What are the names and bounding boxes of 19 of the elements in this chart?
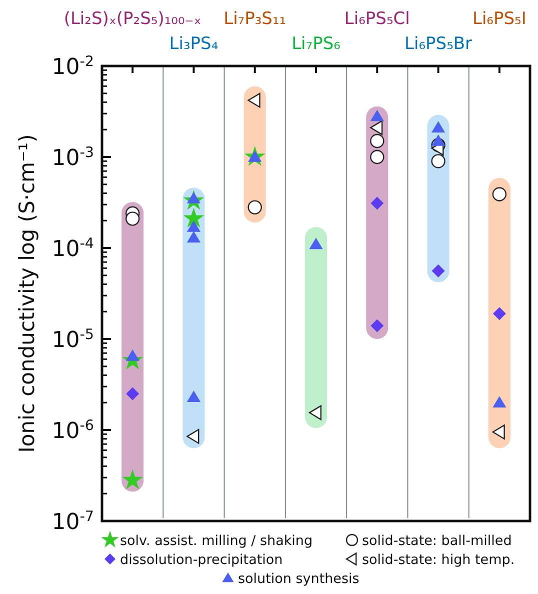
legend-label: solid-state: high temp. <box>362 552 515 568</box>
x-tick-label: Li₆PS₅Br <box>404 34 472 54</box>
y-tick-label: 10$^{-6}$ <box>52 418 94 444</box>
x-tick-label: Li₇PS₆ <box>292 34 341 54</box>
y-tick-label: 10$^{-5}$ <box>52 327 94 353</box>
legend-label: solv. assist. milling / shaking <box>120 533 313 549</box>
x-tick-label: Li₇P₃S₁₁ <box>224 9 286 29</box>
x-tick-label: Li₆PS₅I <box>472 9 526 29</box>
legend-label: dissolution-precipitation <box>120 552 283 568</box>
x-tick-label: Li₆PS₅Cl <box>344 9 410 29</box>
y-tick-label: 10$^{-7}$ <box>52 509 94 535</box>
legend-label: solid-state: ball-milled <box>362 533 512 549</box>
y-tick-label: 10$^{-2}$ <box>52 54 94 80</box>
legend-label: solution synthesis <box>238 571 360 587</box>
x-tick-label: (Li₂S)ₓ(P₂S₅)₁₀₀₋ₓ <box>64 9 202 29</box>
y-axis-title: Ionic conductivity log (S·cm⁻¹) <box>15 134 39 453</box>
x-tick-label: Li₃PS₄ <box>169 34 218 54</box>
y-tick-label: 10$^{-3}$ <box>52 145 94 171</box>
y-tick-label: 10$^{-4}$ <box>52 236 94 262</box>
